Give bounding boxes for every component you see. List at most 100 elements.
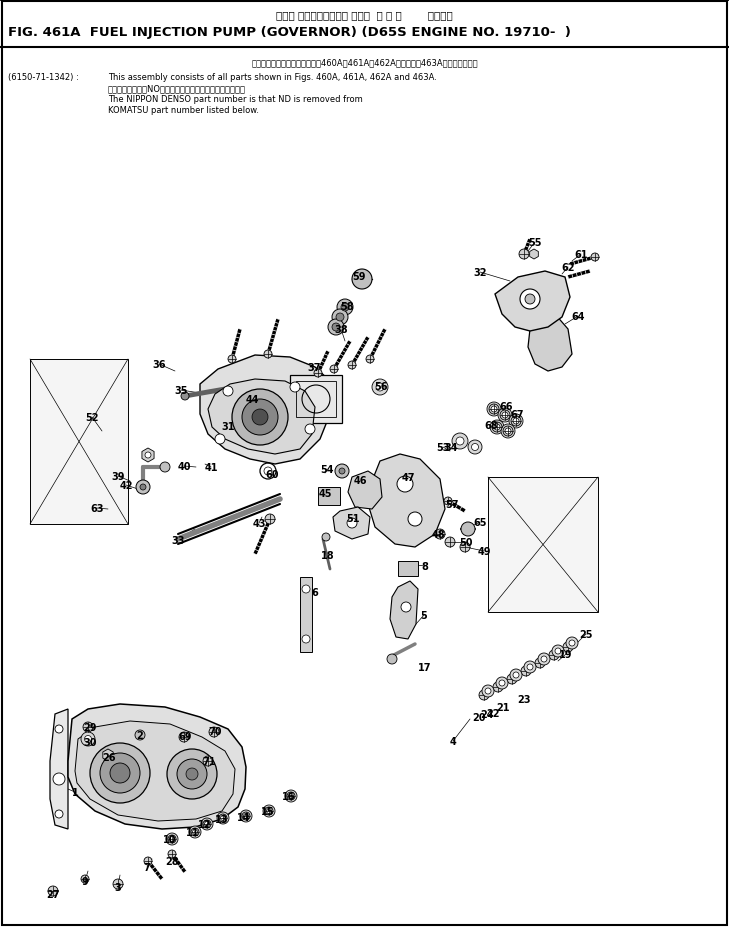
Text: 58: 58 — [340, 301, 354, 311]
Circle shape — [240, 810, 252, 822]
Text: 52: 52 — [85, 413, 98, 423]
Circle shape — [330, 365, 338, 374]
Text: 63: 63 — [90, 503, 104, 514]
Bar — [318, 488, 340, 505]
Circle shape — [335, 464, 349, 478]
Circle shape — [168, 850, 176, 858]
Circle shape — [549, 651, 559, 660]
Text: 13: 13 — [215, 814, 229, 824]
Circle shape — [339, 468, 345, 475]
Text: 20: 20 — [472, 712, 486, 722]
Text: 11: 11 — [186, 827, 200, 837]
Circle shape — [332, 324, 340, 332]
Text: このアセンブリの構成部品は第460A、461A、462A図および第463A図を含みます。: このアセンブリの構成部品は第460A、461A、462A図および第463A図を含… — [252, 57, 477, 67]
Text: 3: 3 — [114, 883, 121, 892]
Text: 35: 35 — [174, 386, 188, 396]
Circle shape — [468, 440, 482, 454]
Circle shape — [387, 654, 397, 665]
Text: 26: 26 — [102, 752, 116, 762]
Circle shape — [167, 749, 217, 799]
Circle shape — [168, 835, 176, 843]
Circle shape — [81, 732, 95, 746]
Circle shape — [302, 585, 310, 593]
Circle shape — [81, 875, 89, 883]
Circle shape — [287, 793, 295, 800]
Circle shape — [242, 812, 250, 820]
Text: 45: 45 — [319, 489, 332, 499]
Polygon shape — [348, 472, 382, 510]
Circle shape — [290, 383, 300, 392]
Polygon shape — [75, 721, 235, 821]
Circle shape — [513, 419, 519, 425]
Text: 50: 50 — [459, 538, 472, 548]
Circle shape — [527, 665, 533, 670]
Circle shape — [500, 411, 510, 421]
Text: 21: 21 — [496, 703, 510, 712]
Circle shape — [205, 821, 209, 827]
Text: 23: 23 — [518, 694, 531, 705]
Bar — [488, 477, 598, 613]
Circle shape — [302, 635, 310, 643]
Circle shape — [496, 678, 508, 690]
Circle shape — [179, 732, 189, 743]
Text: 8: 8 — [421, 562, 429, 571]
Bar — [398, 562, 418, 577]
Text: 30: 30 — [83, 737, 97, 747]
Circle shape — [267, 808, 271, 814]
Circle shape — [140, 485, 146, 490]
Polygon shape — [333, 507, 370, 540]
Text: 19: 19 — [559, 649, 573, 659]
Text: 42: 42 — [120, 480, 133, 490]
Polygon shape — [368, 454, 445, 548]
Circle shape — [569, 641, 575, 646]
Circle shape — [502, 413, 508, 419]
Text: 6: 6 — [311, 588, 319, 597]
Text: 40: 40 — [177, 462, 191, 472]
Circle shape — [492, 423, 502, 433]
Text: 70: 70 — [208, 726, 222, 736]
Text: フェル インジェクション ポンプ  ガ バ ナ        適用号機: フェル インジェクション ポンプ ガ バ ナ 適用号機 — [276, 10, 453, 20]
Text: 18: 18 — [321, 551, 335, 561]
Circle shape — [503, 426, 513, 437]
Circle shape — [144, 857, 152, 865]
Circle shape — [264, 350, 272, 359]
Circle shape — [289, 794, 294, 799]
Circle shape — [482, 685, 494, 697]
Text: 43: 43 — [252, 518, 266, 528]
Circle shape — [220, 816, 225, 820]
Bar — [290, 375, 342, 424]
Circle shape — [501, 425, 515, 438]
Circle shape — [510, 669, 522, 681]
Text: 44: 44 — [245, 395, 259, 404]
Text: 29: 29 — [83, 722, 97, 732]
Text: 38: 38 — [334, 324, 348, 335]
Circle shape — [314, 370, 322, 377]
Circle shape — [186, 768, 198, 781]
Text: 55: 55 — [529, 237, 542, 248]
Circle shape — [136, 480, 150, 494]
Polygon shape — [68, 705, 246, 829]
Polygon shape — [103, 749, 113, 761]
Text: (6150-71-1342) :: (6150-71-1342) : — [8, 73, 79, 82]
Circle shape — [460, 542, 470, 552]
Bar — [30, 360, 128, 525]
Circle shape — [192, 830, 198, 834]
Circle shape — [341, 304, 349, 311]
Text: 61: 61 — [574, 249, 588, 260]
Text: 69: 69 — [179, 731, 192, 742]
Bar — [300, 578, 312, 653]
Circle shape — [160, 463, 170, 473]
Circle shape — [228, 356, 236, 363]
Text: 60: 60 — [265, 469, 278, 479]
Text: 71: 71 — [202, 756, 216, 767]
Bar — [296, 382, 336, 417]
Text: 49: 49 — [477, 546, 491, 556]
Text: 54: 54 — [320, 464, 334, 475]
Circle shape — [507, 674, 517, 684]
Circle shape — [485, 688, 491, 694]
Text: 56: 56 — [374, 382, 388, 391]
Text: 2: 2 — [136, 730, 144, 740]
Text: 31: 31 — [221, 422, 235, 432]
Circle shape — [401, 603, 411, 613]
Circle shape — [521, 667, 531, 677]
